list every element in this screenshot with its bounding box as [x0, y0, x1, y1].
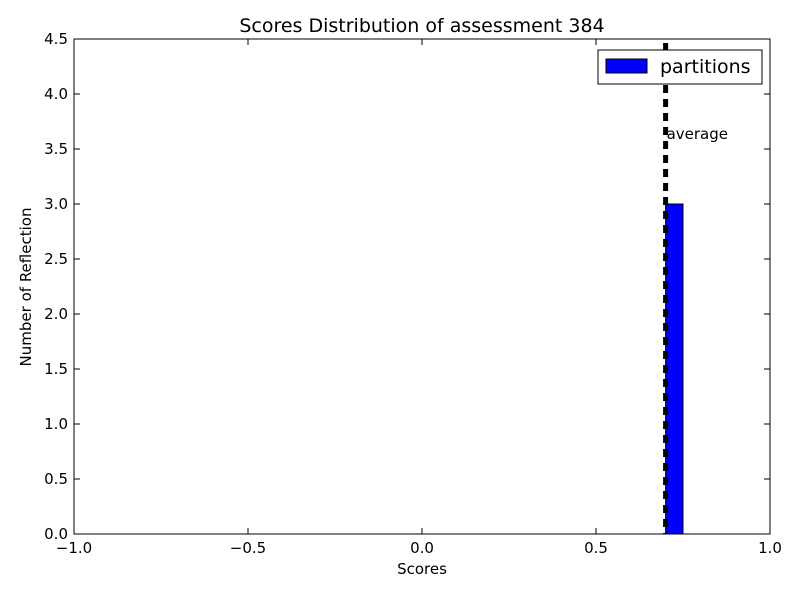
y-axis-label: Number of Reflection	[17, 208, 35, 367]
y-tick-label: 0.5	[44, 470, 68, 488]
x-axis-label: Scores	[397, 560, 447, 578]
chart-title: Scores Distribution of assessment 384	[239, 15, 604, 37]
y-tick-label: 4.0	[44, 85, 68, 103]
average-label: average	[667, 125, 728, 143]
y-tick-label: 0.0	[44, 525, 68, 543]
plot-frame	[73, 38, 771, 535]
average-marker: average	[663, 43, 728, 534]
y-tick-label: 1.0	[44, 415, 68, 433]
y-tick-label: 3.0	[44, 195, 68, 213]
x-axis: −1.0 −0.5 0.0 0.5 1.0	[56, 39, 782, 557]
legend: partitions	[597, 49, 763, 85]
x-tick-label: −0.5	[230, 539, 266, 557]
x-tick-label: 0.0	[410, 539, 434, 557]
histogram-bar	[665, 203, 684, 535]
x-tick-label: 0.5	[584, 539, 608, 557]
y-axis: 0.0 0.5 1.0 1.5 2.0 2.5 3.0 3.5 4.0 4.5	[44, 30, 770, 543]
y-tick-label: 2.5	[44, 250, 68, 268]
y-tick-label: 2.0	[44, 305, 68, 323]
legend-swatch	[605, 58, 648, 74]
y-tick-label: 1.5	[44, 360, 68, 378]
y-tick-label: 3.5	[44, 140, 68, 158]
x-tick-label: −1.0	[56, 539, 92, 557]
x-tick-label: 1.0	[758, 539, 782, 557]
legend-label: partitions	[660, 56, 751, 78]
y-tick-label: 4.5	[44, 30, 68, 48]
legend-box	[597, 49, 763, 85]
bar-series	[665, 203, 684, 535]
